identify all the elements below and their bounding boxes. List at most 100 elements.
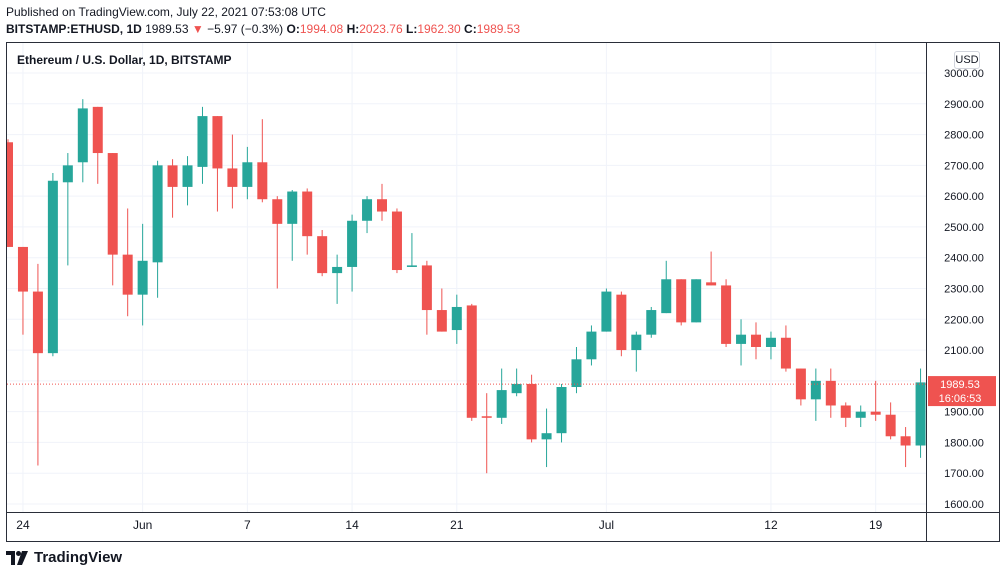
price-badge-countdown: 16:06:53 bbox=[939, 393, 982, 405]
candle-body bbox=[17, 246, 28, 292]
y-tick-label: 2800.00 bbox=[944, 130, 984, 142]
candle-body bbox=[870, 411, 881, 415]
candle-body bbox=[137, 260, 148, 295]
candle-body bbox=[436, 310, 447, 332]
x-tick-label: 14 bbox=[345, 518, 359, 532]
candle-body bbox=[571, 359, 582, 388]
candles-group bbox=[7, 99, 926, 474]
y-tick-label: 2100.00 bbox=[944, 345, 984, 357]
candle-body bbox=[885, 414, 896, 437]
candle-body bbox=[646, 310, 657, 335]
currency-button[interactable]: USD bbox=[954, 51, 980, 69]
y-tick-label: 1700.00 bbox=[944, 468, 984, 480]
candle-body bbox=[421, 265, 432, 311]
candle-body bbox=[496, 390, 507, 418]
close-value: 1989.53 bbox=[476, 22, 521, 36]
open-value: 1994.08 bbox=[299, 22, 344, 36]
candle-body bbox=[751, 334, 761, 347]
chart-frame[interactable] bbox=[6, 42, 1000, 542]
low-value: 1962.30 bbox=[417, 22, 461, 36]
candle-body bbox=[840, 405, 851, 418]
y-tick-label: 2900.00 bbox=[944, 99, 984, 111]
y-tick-label: 1900.00 bbox=[944, 407, 984, 419]
candle-body bbox=[62, 165, 73, 183]
candle-body bbox=[197, 116, 208, 167]
candle-body bbox=[167, 165, 178, 187]
candle-body bbox=[511, 383, 522, 394]
candle-body bbox=[825, 380, 836, 406]
low-label: L: bbox=[405, 22, 418, 36]
brand-name: TradingView bbox=[34, 549, 123, 566]
candle-body bbox=[152, 165, 163, 263]
y-tick-label: 2600.00 bbox=[944, 191, 984, 203]
down-arrow-icon: ▼ bbox=[191, 22, 204, 36]
candle-body bbox=[795, 368, 806, 400]
candle-body bbox=[706, 282, 717, 286]
y-tick-label: 1600.00 bbox=[944, 499, 984, 511]
close-label: C: bbox=[464, 22, 477, 36]
quote-line: BITSTAMP:ETHUSD, 1D 1989.53 ▼ −5.97 (−0.… bbox=[6, 22, 520, 36]
candle-body bbox=[616, 294, 627, 351]
candle-body bbox=[721, 285, 732, 344]
price-badge-value: 1989.53 bbox=[940, 379, 980, 391]
published-line: Published on TradingView.com, July 22, 2… bbox=[6, 5, 326, 19]
candle-body bbox=[92, 106, 103, 154]
candle-body bbox=[661, 279, 672, 314]
candle-body bbox=[586, 331, 597, 360]
candle-body bbox=[526, 383, 537, 440]
high-label: H: bbox=[346, 22, 360, 36]
candle-body bbox=[736, 334, 747, 344]
candle-body bbox=[466, 305, 477, 418]
y-tick-label: 2200.00 bbox=[944, 314, 984, 326]
candle-body bbox=[272, 199, 283, 224]
x-tick-label: 19 bbox=[869, 518, 883, 532]
candle-body bbox=[302, 191, 313, 237]
candle-body bbox=[362, 199, 373, 221]
candle-body bbox=[122, 254, 133, 295]
candle-body bbox=[541, 433, 552, 440]
candle-body bbox=[406, 265, 417, 267]
candle-body bbox=[391, 211, 402, 271]
candle-body bbox=[182, 165, 193, 187]
candle-body bbox=[332, 266, 343, 274]
tradingview-logo-icon bbox=[6, 550, 28, 565]
y-tick-label: 3000.00 bbox=[944, 68, 984, 80]
y-tick-label: 2700.00 bbox=[944, 160, 984, 172]
candle-body bbox=[810, 380, 821, 400]
symbol-label: BITSTAMP:ETHUSD, 1D bbox=[6, 22, 142, 36]
candle-body bbox=[317, 236, 328, 274]
candle-body bbox=[691, 279, 702, 323]
x-tick-label: 12 bbox=[764, 518, 778, 532]
y-tick-label: 2400.00 bbox=[944, 253, 984, 265]
candle-body bbox=[212, 116, 223, 169]
candle-body bbox=[915, 382, 926, 446]
candle-body bbox=[32, 291, 43, 354]
candle-body bbox=[451, 306, 462, 331]
candle-body bbox=[631, 334, 642, 351]
chart-legend: Ethereum / U.S. Dollar, 1D, BITSTAMP bbox=[17, 53, 232, 67]
candle-body bbox=[47, 180, 58, 354]
candle-body bbox=[242, 162, 253, 187]
x-tick-label: Jul bbox=[599, 518, 614, 532]
candle-body bbox=[765, 337, 776, 347]
y-tick-label: 1800.00 bbox=[944, 437, 984, 449]
candle-body bbox=[481, 416, 492, 418]
last-price: 1989.53 bbox=[145, 22, 189, 36]
candle-body bbox=[227, 168, 238, 187]
candle-body bbox=[107, 153, 118, 255]
change-value: −5.97 (−0.3%) bbox=[207, 22, 284, 36]
open-label: O: bbox=[286, 22, 300, 36]
y-tick-label: 2500.00 bbox=[944, 222, 984, 234]
x-tick-label: 21 bbox=[450, 518, 464, 532]
candle-body bbox=[855, 411, 866, 418]
candle-body bbox=[377, 199, 387, 212]
x-tick-label: Jun bbox=[133, 518, 152, 532]
candle-body bbox=[676, 279, 687, 323]
candle-body bbox=[77, 108, 88, 163]
candle-body bbox=[601, 291, 612, 332]
price-badge bbox=[928, 376, 996, 407]
high-value: 2023.76 bbox=[359, 22, 403, 36]
candle-body bbox=[287, 191, 298, 224]
candle-body bbox=[556, 387, 567, 434]
